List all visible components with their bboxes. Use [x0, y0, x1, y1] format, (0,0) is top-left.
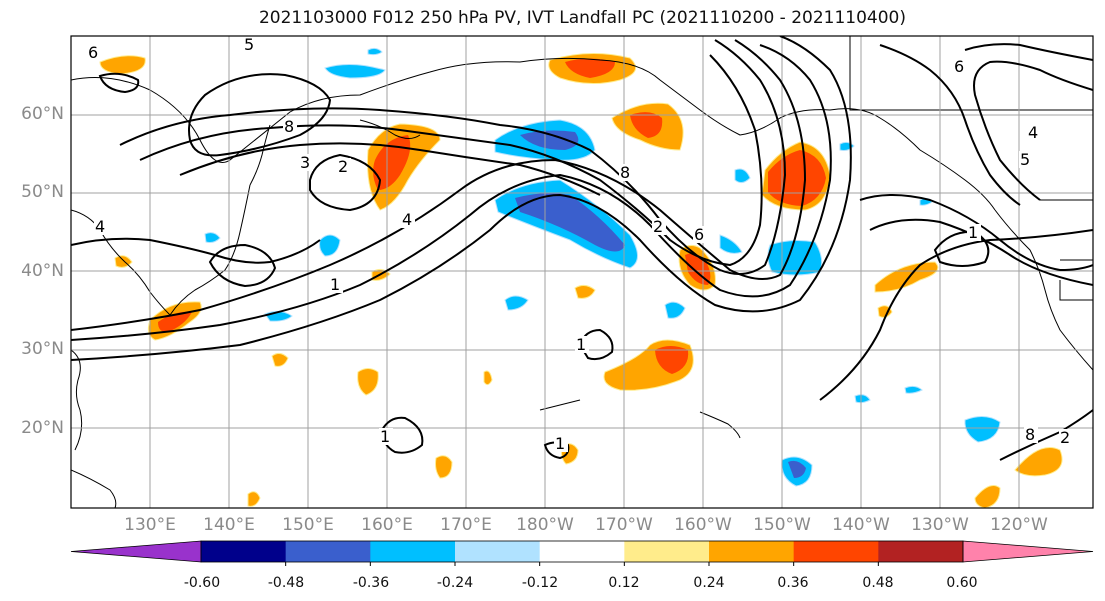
contour-label: 5	[244, 35, 254, 54]
lon-label-160E: 160°E	[361, 515, 413, 535]
contour-label-bg	[1027, 124, 1041, 141]
contour-label: 2	[653, 217, 663, 236]
contour-label-bg	[967, 224, 981, 241]
lon-label-150E: 150°E	[282, 515, 334, 535]
lon-label-160W: 160°W	[674, 515, 732, 535]
colorbar-tick-label: 0.36	[777, 575, 809, 591]
contour-label-bg	[554, 435, 568, 452]
colorbar-segment	[624, 541, 710, 562]
colorbar-segment	[285, 541, 371, 562]
lon-label-170E: 170°E	[440, 515, 492, 535]
colorbar-tick-label: -0.36	[352, 575, 390, 591]
contour-label: 5	[1020, 150, 1030, 169]
lat-label-40N: 40°N	[21, 261, 64, 281]
ivt-contours	[71, 36, 1093, 461]
contour-label-bg	[1024, 426, 1038, 443]
contour-label: 3	[300, 153, 310, 172]
lon-label-140E: 140°E	[203, 515, 255, 535]
contour-label: 1	[380, 427, 390, 446]
colorbar-segment	[709, 541, 795, 562]
lon-label-120W: 120°W	[990, 515, 1048, 535]
colorbar-tick-label: 0.12	[608, 575, 640, 591]
contour-label: 6	[88, 43, 98, 62]
contour-label-bg	[619, 164, 633, 181]
contour-label-bg	[693, 226, 707, 243]
map-title: 2021103000 F012 250 hPa PV, IVT Landfall…	[258, 8, 906, 28]
contour-label-bg	[299, 154, 313, 171]
contour-label: 1	[968, 223, 978, 242]
contour-label-bg	[379, 428, 393, 445]
colorbar-extend-max	[962, 540, 1094, 563]
contour-label-bg	[337, 158, 351, 175]
contour-label: 1	[576, 335, 586, 354]
contour-label-bg	[1019, 151, 1033, 168]
contour-label-bg	[1059, 429, 1073, 446]
colorbar-tick-label: -0.60	[183, 575, 221, 591]
contour-label: 1	[330, 275, 340, 294]
lat-label-20N: 20°N	[21, 418, 64, 438]
colorbar-tick-label: -0.24	[436, 575, 474, 591]
colorbar-segment	[455, 541, 541, 562]
contour-label: 6	[694, 225, 704, 244]
lon-label-150W: 150°W	[753, 515, 811, 535]
colorbar-tick-label: -0.48	[267, 575, 305, 591]
colorbar-segment	[793, 541, 879, 562]
contour-label: 1	[555, 434, 565, 453]
lon-label-140W: 140°W	[832, 515, 890, 535]
contour-label-bg	[94, 218, 108, 235]
contour-label: 6	[954, 57, 964, 76]
contour-label-bg	[283, 118, 297, 135]
contour-label-bg	[652, 218, 666, 235]
contour-label: 4	[402, 210, 412, 229]
lat-label-60N: 60°N	[21, 104, 64, 124]
colorbar-tick-label: 0.60	[946, 575, 978, 591]
lon-label-170W: 170°W	[595, 515, 653, 535]
colorbar-tick-label: -0.12	[521, 575, 559, 591]
colorbar-segment	[878, 541, 964, 562]
contour-label-bg	[575, 336, 589, 353]
contour-label: 8	[620, 163, 630, 182]
lat-label-50N: 50°N	[21, 182, 64, 202]
lon-label-130E: 130°E	[124, 515, 176, 535]
colorbar	[70, 540, 1094, 566]
contour-label-bg	[953, 58, 967, 75]
contour-label-bg	[87, 44, 101, 61]
colorbar-tick-label: 0.24	[693, 575, 725, 591]
contour-label: 2	[1060, 428, 1070, 447]
contour-label: 4	[95, 217, 105, 236]
colorbar-tick-label: 0.48	[862, 575, 894, 591]
contour-label-bg	[243, 36, 257, 53]
contour-label: 8	[284, 117, 294, 136]
colorbar-outline	[200, 540, 964, 563]
contour-label-bg	[401, 211, 415, 228]
colorbar-segment	[539, 541, 625, 562]
contour-label-bg	[329, 276, 343, 293]
lat-label-30N: 30°N	[21, 339, 64, 359]
colorbar-segment	[201, 541, 287, 562]
lon-label-180W: 180°W	[516, 515, 574, 535]
contour-label: 8	[1025, 425, 1035, 444]
contour-label: 2	[338, 157, 348, 176]
contour-label: 4	[1028, 123, 1038, 142]
colorbar-extend-min	[70, 540, 202, 563]
colorbar-segment	[370, 541, 456, 562]
map-frame	[70, 35, 1094, 509]
lon-label-130W: 130°W	[911, 515, 969, 535]
